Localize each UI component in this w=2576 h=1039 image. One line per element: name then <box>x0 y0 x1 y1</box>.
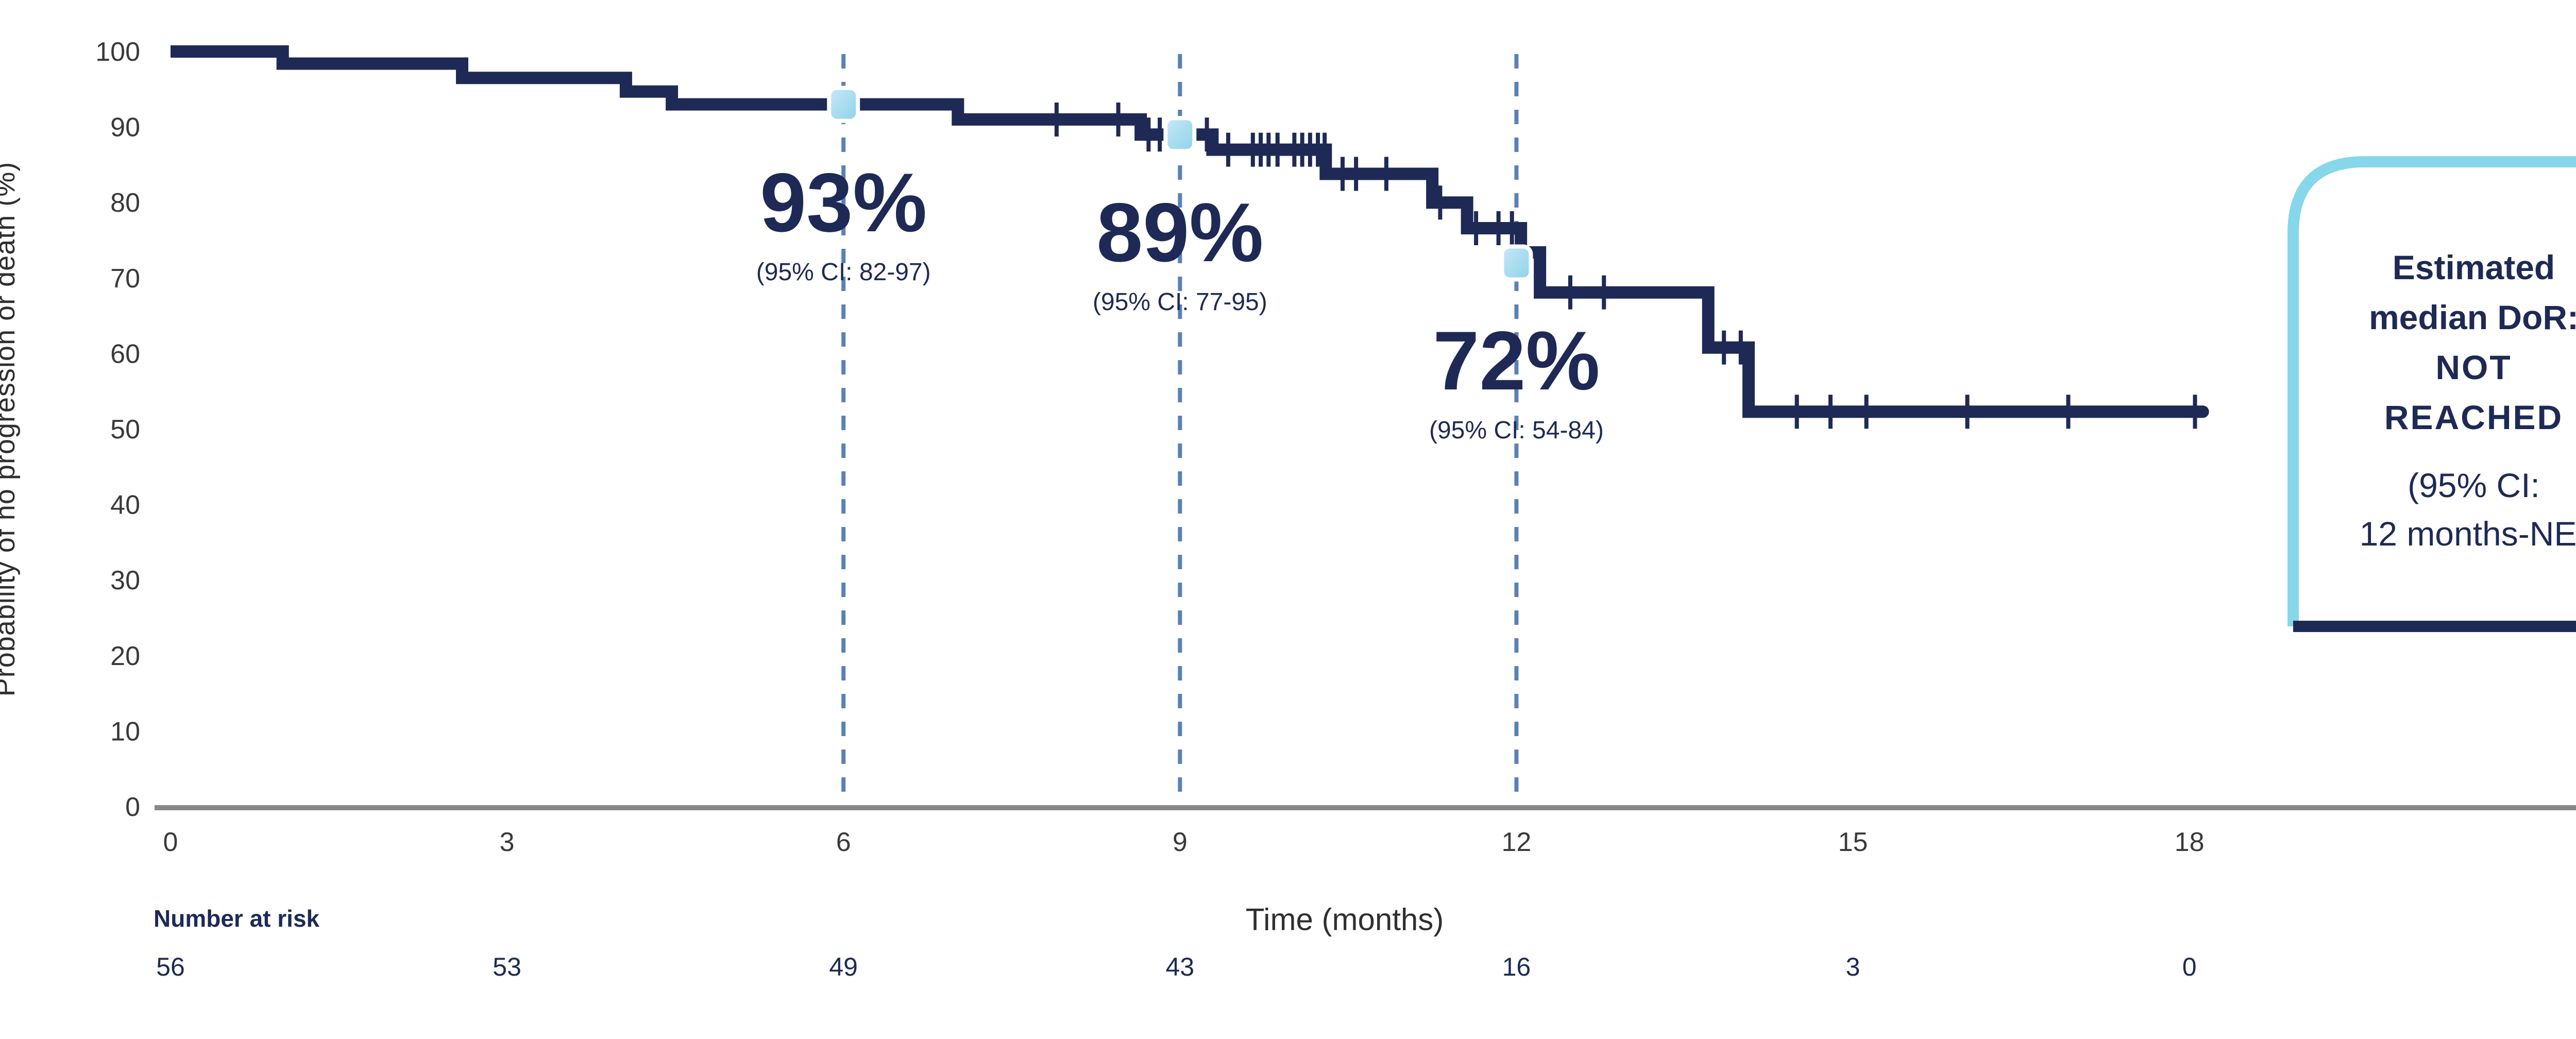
milestone-dashed-lines <box>841 54 1519 805</box>
milestone-markers <box>827 86 1533 282</box>
x-axis-tick-labels: 0 3 6 9 12 15 18 <box>163 827 2205 857</box>
number-at-risk-6mo: 49 <box>829 952 858 981</box>
x-axis-title: Time (months) <box>1245 902 1444 937</box>
x-axis-baseline <box>155 805 2576 810</box>
milestone-ci-9mo: (95% CI: 77-95) <box>1092 288 1267 316</box>
milestone-annotation-6mo: 93% (95% CI: 82-97) <box>648 161 1039 286</box>
milestone-marker-9mo <box>1163 116 1197 154</box>
y-tick-label-10: 10 <box>110 717 140 746</box>
dor-emphasis-line-1: NOT <box>2435 348 2512 386</box>
y-tick-label-90: 90 <box>110 113 140 143</box>
x-tick-label-12: 12 <box>1501 827 1531 857</box>
milestone-percent-9mo: 89% <box>1096 186 1264 280</box>
number-at-risk-15mo: 3 <box>1846 952 1860 981</box>
dor-ci-line-2: 12 months-NE) <box>2359 515 2576 553</box>
milestone-annotation-9mo: 89% (95% CI: 77-95) <box>984 191 1376 316</box>
dor-box-text: Estimated median DoR: NOT REACHED (95% C… <box>2287 156 2576 632</box>
milestone-marker-6mo <box>827 86 860 123</box>
number-at-risk-label: Number at risk <box>154 905 320 932</box>
dor-ci-line-1: (95% CI: <box>2408 466 2540 504</box>
censor-tick-marks <box>1054 102 2197 429</box>
number-at-risk-values: 56 53 49 43 16 3 0 <box>156 952 2196 981</box>
y-tick-label-50: 50 <box>110 415 140 445</box>
dor-box-border <box>2287 156 2576 632</box>
y-tick-label-80: 80 <box>110 188 140 218</box>
y-tick-label-70: 70 <box>110 264 140 294</box>
y-tick-label-20: 20 <box>110 641 140 671</box>
milestone-percent-6mo: 93% <box>760 156 927 249</box>
y-tick-label-30: 30 <box>110 566 140 595</box>
number-at-risk-18mo: 0 <box>2182 952 2197 981</box>
number-at-risk-0mo: 56 <box>156 952 185 981</box>
x-tick-label-3: 3 <box>500 827 515 857</box>
dor-border-light-blue <box>2287 156 2576 626</box>
milestone-annotation-12mo: 72% (95% CI: 54-84) <box>1320 319 1712 445</box>
x-tick-label-18: 18 <box>2175 827 2205 857</box>
y-tick-label-100: 100 <box>95 37 140 67</box>
number-at-risk-3mo: 53 <box>493 952 521 981</box>
km-curve-end-cap <box>2196 405 2209 418</box>
x-tick-label-15: 15 <box>1838 827 1868 857</box>
dor-title-line-1: Estimated <box>2392 248 2555 286</box>
x-axis-line <box>155 805 2576 810</box>
milestone-ci-12mo: (95% CI: 54-84) <box>1429 417 1604 445</box>
dor-emphasis-line-2: REACHED <box>2384 398 2564 436</box>
x-tick-label-6: 6 <box>836 827 851 857</box>
milestone-ci-6mo: (95% CI: 82-97) <box>756 258 931 286</box>
y-tick-label-60: 60 <box>110 339 140 369</box>
milestone-percent-12mo: 72% <box>1433 314 1600 408</box>
dor-title-line-2: median DoR: <box>2368 298 2576 336</box>
y-tick-label-0: 0 <box>125 792 140 822</box>
x-tick-label-0: 0 <box>163 827 178 857</box>
milestone-marker-12mo <box>1500 244 1533 282</box>
number-at-risk-12mo: 16 <box>1502 952 1531 981</box>
y-tick-label-40: 40 <box>110 490 140 520</box>
dor-box: Estimated median DoR: NOT REACHED (95% C… <box>2287 156 2576 632</box>
x-tick-label-9: 9 <box>1173 827 1188 857</box>
number-at-risk-9mo: 43 <box>1165 952 1194 981</box>
